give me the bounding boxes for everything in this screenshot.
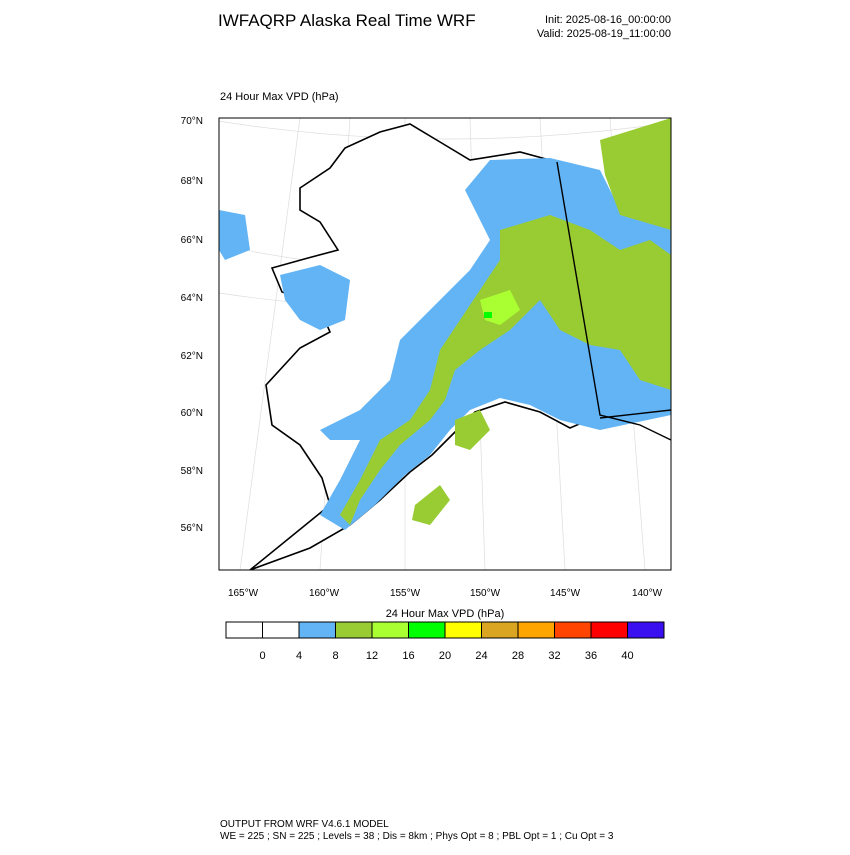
- colorbar-label: 40: [621, 650, 633, 662]
- map-area: [219, 118, 671, 570]
- colorbar-box: [408, 621, 446, 639]
- lon-label: 150°W: [470, 588, 501, 599]
- border: [556, 161, 671, 441]
- colorbar-box: [371, 621, 409, 639]
- colorbar-box: [444, 621, 482, 639]
- colorbar-label: 24: [475, 650, 487, 662]
- valid-time: Valid: 2025-08-19_11:00:00: [537, 28, 671, 40]
- colorbar-title: 24 Hour Max VPD (hPa): [386, 608, 505, 620]
- init-time: Init: 2025-08-16_00:00:00: [545, 14, 671, 26]
- colorbar-box: [225, 621, 263, 639]
- colorbar-label: 20: [439, 650, 451, 662]
- border: [599, 409, 671, 419]
- colorbar-label: 28: [512, 650, 524, 662]
- colorbar-label: 16: [402, 650, 414, 662]
- title: IWFAQRP Alaska Real Time WRF: [218, 11, 476, 30]
- lat-label: 64°N: [181, 293, 203, 304]
- lat-label: 58°N: [181, 466, 203, 477]
- colorbar-label: 0: [259, 650, 265, 662]
- map-label: 24 Hour Max VPD (hPa): [220, 91, 339, 103]
- lon-label: 160°W: [309, 588, 340, 599]
- colorbar-label: 4: [296, 650, 302, 662]
- colorbar-label: 8: [332, 650, 338, 662]
- colorbar-box: [262, 621, 300, 639]
- colorbar-box: [298, 621, 336, 639]
- vpd-8-12: [412, 485, 450, 525]
- lon-label: 145°W: [550, 588, 581, 599]
- map: 70°N 68°N 66°N 64°N 62°N 60°N 58°N 56°N 165°W 16…: [181, 116, 672, 599]
- lat-label: 68°N: [181, 176, 203, 187]
- map-frame: [218, 117, 672, 571]
- colorbar-label: 12: [366, 650, 378, 662]
- colorbar-box: [481, 621, 519, 639]
- colorbar-box: [517, 621, 555, 639]
- lon-label: 165°W: [228, 588, 259, 599]
- colorbar-box: [590, 621, 628, 639]
- lat-label: 62°N: [181, 351, 203, 362]
- lat-label: 70°N: [181, 116, 203, 127]
- vpd-4-8: [219, 210, 250, 260]
- colorbar-box: [335, 621, 373, 639]
- colorbar-box: [554, 621, 592, 639]
- colorbar: 0 4 8 12 16 20 24 28 32 36 40: [225, 621, 665, 662]
- lon-label: 155°W: [390, 588, 421, 599]
- vpd-8-12: [455, 410, 490, 450]
- footer-line: OUTPUT FROM WRF V4.6.1 MODEL: [220, 819, 389, 830]
- colorbar-label: 36: [585, 650, 597, 662]
- lon-label: 140°W: [632, 588, 663, 599]
- vpd-8-12: [600, 118, 671, 230]
- lat-label: 66°N: [181, 235, 203, 246]
- vpd-16-20: [484, 312, 492, 318]
- lat-label: 60°N: [181, 408, 203, 419]
- vpd-4-8: [280, 265, 350, 330]
- footer-line: WE = 225 ; SN = 225 ; Levels = 38 ; Dis …: [220, 831, 614, 842]
- colorbar-label: 32: [548, 650, 560, 662]
- vpd-8-12: [340, 215, 671, 525]
- lat-label: 56°N: [181, 523, 203, 534]
- colorbar-box: [627, 621, 665, 639]
